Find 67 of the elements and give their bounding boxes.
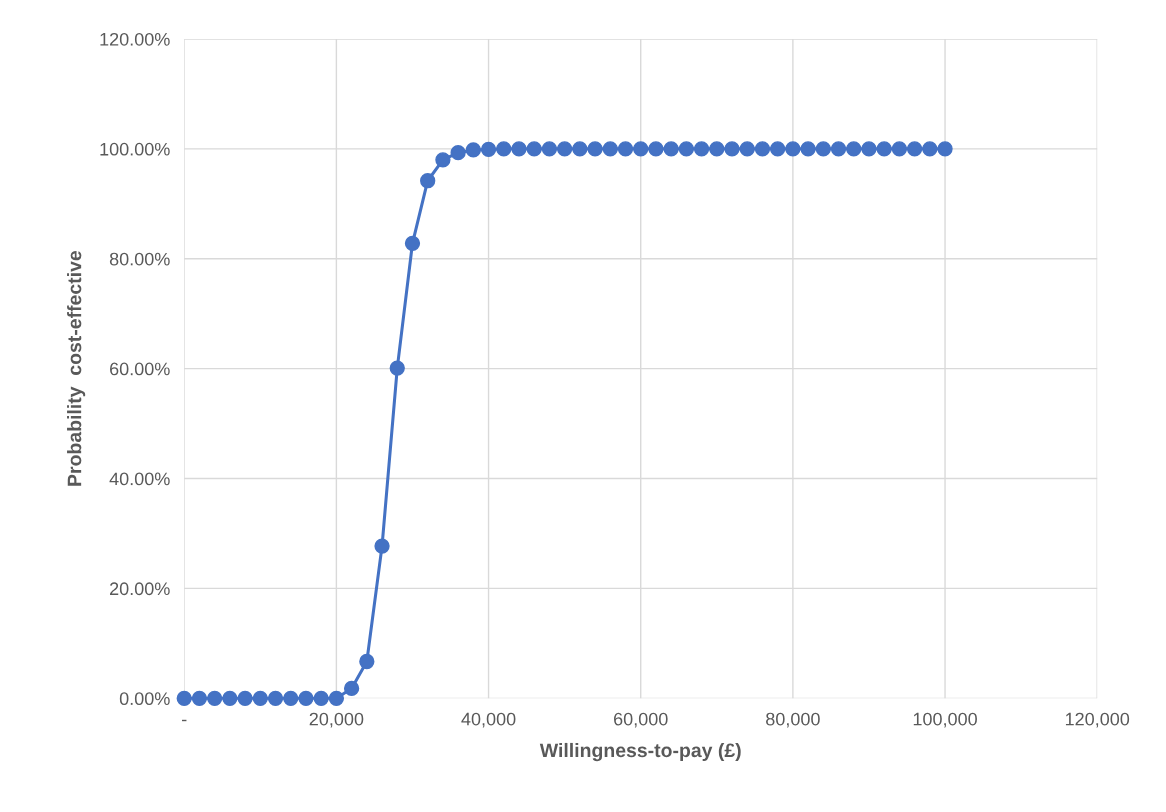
point bbox=[572, 141, 588, 157]
y-tick-label: 100.00% bbox=[100, 142, 170, 156]
point bbox=[435, 152, 451, 168]
point bbox=[343, 680, 360, 697]
point bbox=[283, 690, 299, 706]
point bbox=[830, 141, 847, 157]
x-tick-label: 60,000 bbox=[614, 712, 668, 728]
point bbox=[298, 690, 314, 706]
y-axis-title: Probability cost-effective bbox=[67, 250, 86, 486]
point bbox=[374, 538, 390, 554]
point bbox=[587, 141, 603, 157]
point bbox=[891, 141, 908, 157]
point bbox=[511, 141, 527, 157]
x-tick-label: 40,000 bbox=[461, 712, 516, 728]
point bbox=[252, 690, 268, 706]
point bbox=[648, 141, 664, 157]
point bbox=[222, 690, 238, 706]
y-tick-label: 0.00% bbox=[119, 692, 170, 706]
point bbox=[556, 141, 573, 157]
point bbox=[404, 235, 421, 252]
point bbox=[693, 141, 710, 157]
point bbox=[678, 141, 695, 157]
point bbox=[328, 690, 345, 706]
point bbox=[191, 690, 208, 706]
point bbox=[602, 141, 618, 157]
point bbox=[876, 141, 892, 157]
y-tick-label: 80.00% bbox=[109, 252, 170, 266]
point bbox=[846, 141, 862, 157]
point bbox=[633, 141, 649, 157]
point bbox=[754, 141, 771, 157]
point bbox=[937, 141, 953, 157]
point bbox=[389, 360, 405, 376]
point bbox=[541, 141, 558, 157]
point bbox=[496, 141, 512, 157]
point bbox=[922, 141, 938, 157]
x-axis-title: Willingness-to-pay (£) bbox=[539, 742, 741, 762]
point bbox=[663, 141, 679, 157]
point bbox=[526, 141, 542, 157]
x-tick-label: - bbox=[182, 719, 187, 722]
x-tick-label: 20,000 bbox=[309, 712, 364, 728]
point bbox=[770, 141, 786, 157]
point bbox=[450, 145, 466, 161]
point bbox=[176, 690, 192, 706]
point bbox=[617, 141, 634, 157]
point bbox=[313, 690, 329, 706]
x-tick-label: 100,000 bbox=[913, 712, 977, 728]
y-tick-label: 120.00% bbox=[100, 32, 170, 46]
point bbox=[359, 653, 375, 670]
point bbox=[480, 141, 497, 158]
point bbox=[739, 141, 755, 157]
x-tick-label: 120,000 bbox=[1065, 712, 1130, 728]
x-tick-label: 80,000 bbox=[766, 712, 820, 728]
point bbox=[724, 141, 740, 157]
y-tick-label: 40.00% bbox=[109, 472, 170, 486]
point bbox=[420, 173, 436, 189]
point bbox=[800, 141, 816, 157]
point bbox=[785, 141, 801, 157]
point bbox=[815, 141, 831, 157]
y-tick-label: 20.00% bbox=[110, 582, 170, 596]
point bbox=[267, 690, 284, 706]
point bbox=[861, 141, 877, 157]
point bbox=[237, 690, 253, 706]
point bbox=[207, 690, 223, 706]
point bbox=[906, 141, 923, 157]
point bbox=[465, 142, 481, 158]
point bbox=[709, 141, 725, 157]
y-tick-label: 60.00% bbox=[110, 362, 170, 376]
